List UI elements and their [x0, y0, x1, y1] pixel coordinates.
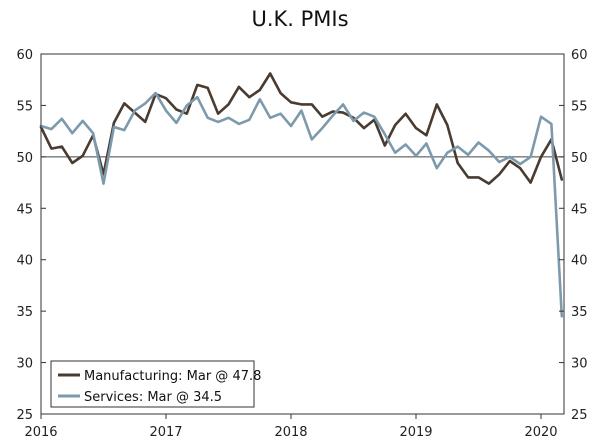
y-tick-label-right: 45 — [571, 202, 588, 217]
y-axis-left: 25 30 35 40 45 50 55 60 — [16, 48, 46, 423]
y-tick-label-left: 40 — [16, 254, 33, 269]
series-line-manufacturing — [39, 72, 564, 185]
legend-label-services: Services: Mar @ 34.5 — [84, 390, 222, 405]
x-tick-label: 2019 — [399, 425, 432, 440]
legend-label-manufacturing: Manufacturing: Mar @ 47.8 — [84, 369, 261, 384]
legend: Manufacturing: Mar @ 47.8 Services: Mar … — [50, 360, 261, 408]
y-tick-label-left: 55 — [16, 99, 33, 114]
x-tick-label: 2018 — [274, 425, 307, 440]
y-tick-label-right: 50 — [571, 151, 588, 166]
y-tick-label-left: 45 — [16, 202, 33, 217]
chart-title: U.K. PMIs — [251, 7, 348, 31]
x-tick-label: 2020 — [524, 425, 557, 440]
y-tick-label-left: 60 — [16, 48, 33, 63]
y-tick-label-left: 35 — [16, 305, 33, 320]
y-tick-label-left: 30 — [16, 357, 33, 372]
y-tick-label-right: 55 — [571, 99, 588, 114]
x-tick-label: 2016 — [24, 425, 57, 440]
plot-frame — [40, 53, 565, 415]
y-tick-label-right: 35 — [571, 305, 588, 320]
series-layer — [39, 72, 564, 318]
legend-box — [50, 360, 255, 408]
x-tick-label: 2017 — [149, 425, 182, 440]
y-tick-label-right: 30 — [571, 357, 588, 372]
y-tick-label-left: 50 — [16, 151, 33, 166]
y-tick-label-right: 60 — [571, 48, 588, 63]
y-tick-label-left: 25 — [16, 408, 33, 423]
y-tick-label-right: 25 — [571, 408, 588, 423]
x-axis: 2016 2017 2018 2019 2020 — [24, 414, 558, 440]
y-axis-right: 25 30 35 40 45 50 55 60 — [559, 48, 588, 423]
series-line-services — [39, 91, 564, 318]
y-tick-label-right: 40 — [571, 254, 588, 269]
